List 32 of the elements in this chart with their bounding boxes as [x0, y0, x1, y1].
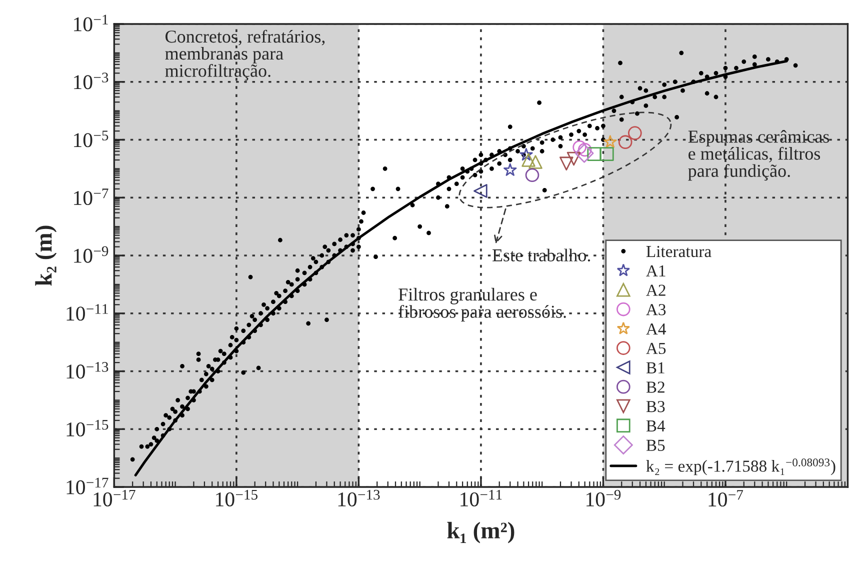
x-tick-label: 10$^{−15}$ [216, 490, 258, 506]
x-tick-label: 10$^{−11}$ [460, 490, 502, 506]
y-tick-label: 10$^{−15}$ [66, 420, 108, 436]
x-tick-label: 10$^{−13}$ [338, 490, 380, 506]
legend-label: B3 [646, 400, 665, 412]
x-tick-label: 10$^{−9}$ [586, 490, 621, 506]
x-tick-label: 10$^{−17}$ [94, 490, 136, 506]
annotation: Concretos, refratários, membranas para microfiltração. [165, 30, 325, 81]
legend-label: B1 [646, 362, 664, 374]
annotation: Espumas cerâmicas e metálicas, filtros para fundição. [688, 130, 830, 181]
legend-label: A4 [646, 323, 666, 334]
legend-label: A3 [646, 304, 666, 316]
legend-label: A2 [646, 284, 666, 296]
y-tick-label: 10$^{−11}$ [66, 304, 108, 321]
y-tick-label: 10$^{−3}$ [74, 72, 108, 90]
legend-label: A1 [646, 265, 666, 276]
legend-label: B2 [646, 382, 664, 393]
legend-label: Literatura [646, 246, 712, 258]
y-tick-label: 10$^{−1}$ [74, 14, 108, 32]
legend-label: B5 [646, 440, 665, 451]
legend-label: k₂ = exp(-1.71588 k₁$^{−0.08093}$) [646, 458, 836, 476]
y-tick-label: 10$^{−7}$ [74, 188, 108, 206]
legend-label: B4 [646, 420, 666, 432]
x-tick-label: 10$^{−7}$ [708, 490, 744, 507]
annotation: Filtros granulares e fibrosos para aerossóis. [398, 288, 566, 322]
legend-label: A5 [646, 342, 666, 354]
x-axis-title: k₁ (m²) [447, 522, 514, 544]
y-tick-label: 10$^{−5}$ [74, 130, 108, 148]
y-tick-label: 10$^{−13}$ [66, 362, 108, 379]
annotation: Este trabalho. [492, 248, 590, 262]
y-axis-title: k₂ (m) [35, 226, 57, 286]
y-tick-label: 10$^{−9}$ [74, 246, 108, 263]
